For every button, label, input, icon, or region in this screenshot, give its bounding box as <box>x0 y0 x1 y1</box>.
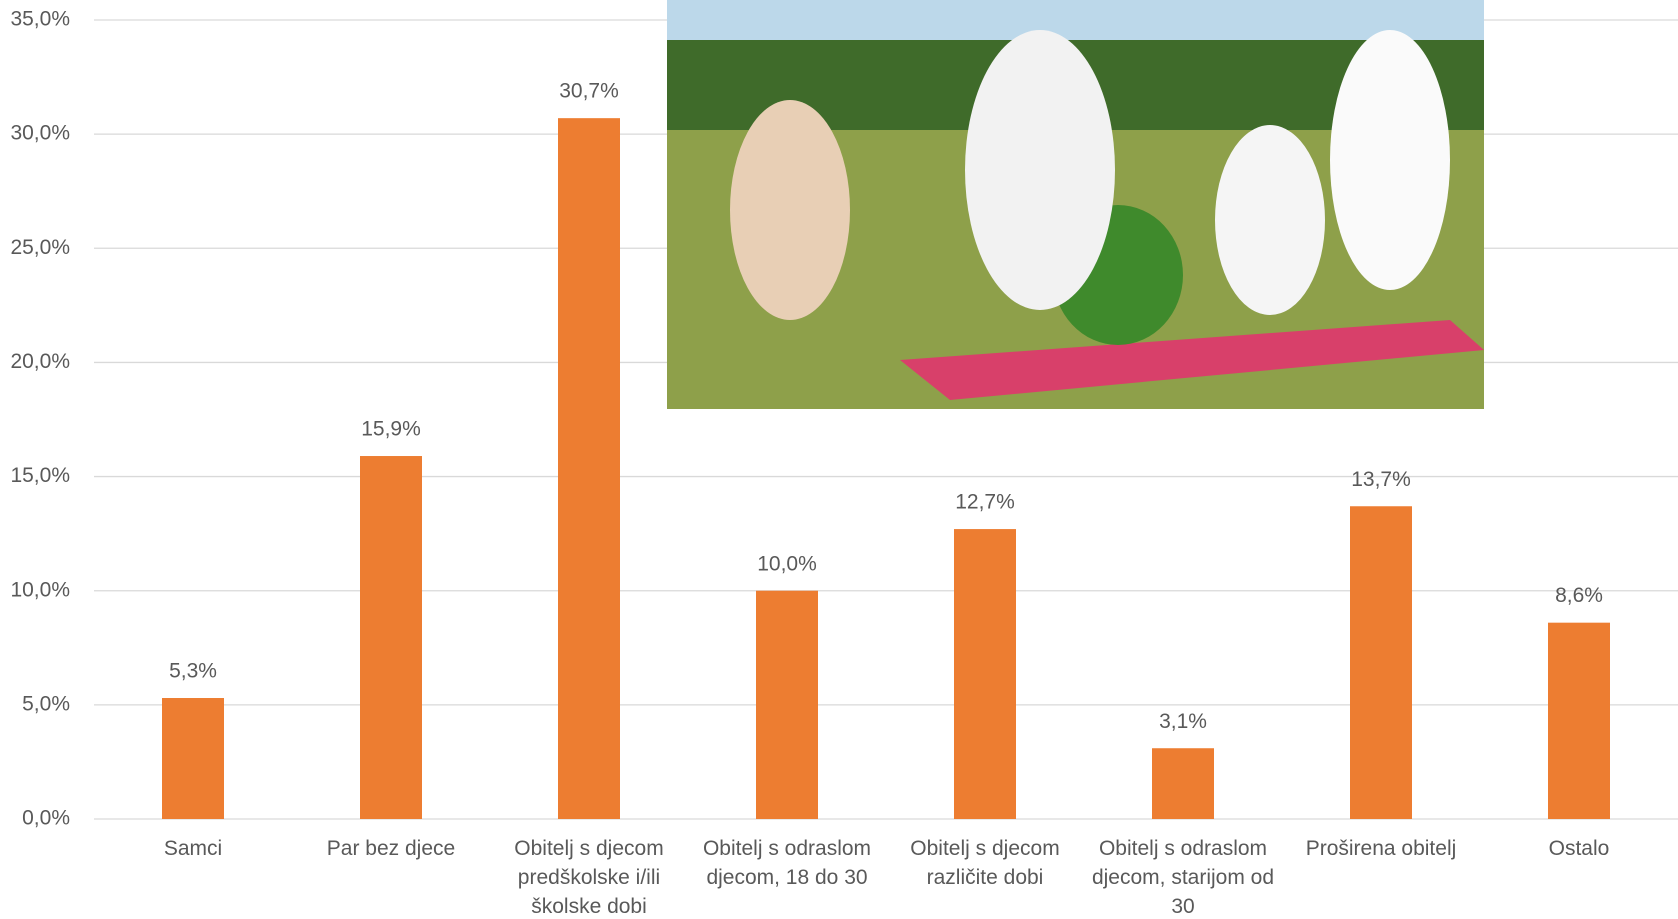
bar <box>1152 748 1214 819</box>
data-label: 3,1% <box>1159 710 1207 733</box>
x-tick-label: Proširena obitelj <box>1305 837 1457 860</box>
x-tick-label: Obitelj s odraslom djecom, starijom od 3… <box>1091 837 1275 918</box>
x-tick-label: Obitelj s odraslom djecom, 18 do 30 <box>702 837 872 889</box>
bar <box>1548 622 1610 819</box>
data-label: 12,7% <box>955 491 1015 514</box>
data-label: 5,3% <box>169 660 217 683</box>
y-tick-label: 25,0% <box>10 236 70 259</box>
y-tick-label: 35,0% <box>10 8 70 31</box>
data-label: 10,0% <box>757 552 817 575</box>
photo-blanket <box>900 320 1484 400</box>
photo-person <box>1330 30 1450 290</box>
bar <box>162 698 224 819</box>
photo-person <box>730 100 850 320</box>
bar <box>360 456 422 819</box>
y-tick-label: 0,0% <box>22 807 70 830</box>
bar <box>756 590 818 819</box>
data-label: 8,6% <box>1555 584 1603 607</box>
bar <box>1350 506 1412 819</box>
bar <box>954 529 1016 819</box>
photo-person <box>1215 125 1325 315</box>
y-tick-label: 30,0% <box>10 122 70 145</box>
data-label: 15,9% <box>361 418 421 441</box>
y-tick-label: 10,0% <box>10 578 70 601</box>
x-tick-label: Obitelj s djecom različite dobi <box>910 837 1060 889</box>
bar <box>558 118 620 820</box>
photo-person <box>965 30 1115 310</box>
photo <box>667 0 1484 409</box>
x-tick-label: Par bez djece <box>326 837 456 860</box>
y-tick-label: 5,0% <box>22 692 70 715</box>
x-tick-label: Obitelj s djecom predškolske i/ili škols… <box>514 837 664 918</box>
x-tick-label: Ostalo <box>1548 837 1610 860</box>
y-tick-label: 15,0% <box>10 464 70 487</box>
data-label: 13,7% <box>1351 468 1411 491</box>
x-tick-label: Samci <box>163 837 223 860</box>
y-tick-label: 20,0% <box>10 350 70 373</box>
data-label: 30,7% <box>559 80 619 103</box>
